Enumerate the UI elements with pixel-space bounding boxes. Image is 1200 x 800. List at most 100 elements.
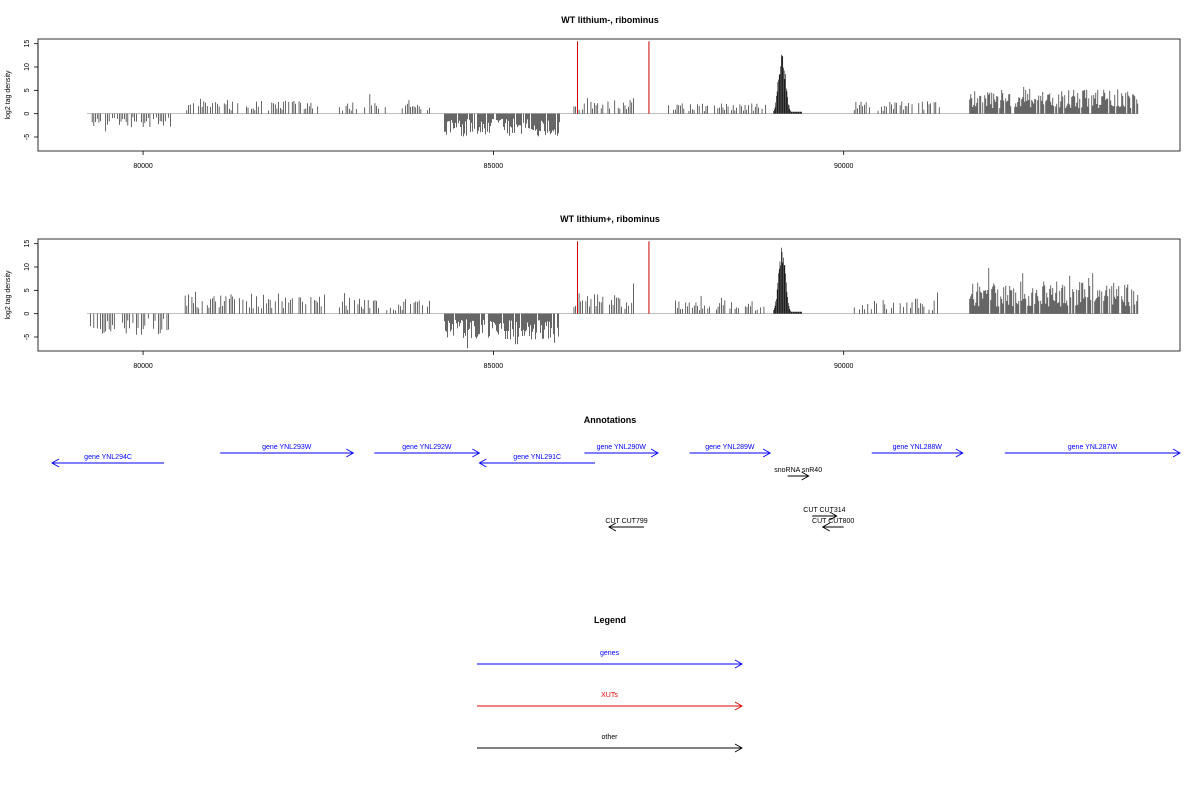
y-tick-label: 10	[24, 263, 31, 271]
feature-label: gene YNL294C	[84, 454, 132, 461]
y-axis-label: log2 tag density	[5, 70, 12, 120]
signal-segment	[969, 267, 1139, 314]
signal-segment	[668, 103, 766, 114]
annotation-feature: CUT CUT800	[812, 518, 854, 532]
feature-arrow-head	[762, 448, 772, 458]
y-tick-label: 5	[24, 88, 31, 92]
feature-arrow-head	[829, 511, 838, 521]
x-tick-label: 80000	[133, 163, 153, 170]
feature-label: gene YNL287W	[1068, 444, 1118, 451]
y-axis: -5 0 5 10 15	[24, 40, 39, 140]
signal-segment	[675, 295, 765, 314]
x-axis: 80000 85000 90000	[133, 351, 854, 370]
feature-arrow-head	[478, 458, 487, 468]
annotation-feature: gene YNL293W	[220, 444, 355, 458]
signal-segment	[184, 291, 325, 314]
annotation-feature: gene YNL288W	[871, 444, 964, 458]
y-tick-label: 0	[24, 312, 31, 316]
feature-label: CUT CUT800	[812, 518, 854, 525]
feature-arrow-head	[955, 448, 964, 458]
feature-label: gene YNL290W	[597, 444, 647, 451]
feature-label: gene YNL289W	[705, 444, 755, 451]
annotation-feature: gene YNL292W	[374, 444, 481, 458]
legend-label: other	[602, 734, 619, 741]
y-tick-label: 10	[24, 63, 31, 71]
y-tick-label: -5	[24, 334, 31, 340]
legend-label: genes	[600, 650, 620, 657]
feature-layer: gene YNL294C gene YNL293W gene YNL292W gene…	[51, 444, 1181, 532]
feature-label: gene YNL292W	[402, 444, 452, 451]
track-panel-lithium-plus: WT lithium+, ribominus log2 tag density …	[5, 214, 1181, 370]
feature-label: snoRNA snR40	[774, 467, 822, 474]
signal-segment	[573, 98, 634, 114]
annotation-feature: gene YNL287W	[1004, 444, 1181, 458]
legend-arrow-head	[734, 659, 743, 669]
annotation-feature: CUT CUT799	[605, 518, 648, 532]
legend-item: genes	[477, 650, 743, 669]
x-tick-label: 85000	[484, 163, 504, 170]
signal-segment	[338, 293, 430, 314]
annotation-feature: gene YNL290W	[584, 444, 659, 458]
feature-arrow-head	[608, 522, 617, 532]
annotation-feature: gene YNL291C	[478, 454, 595, 468]
feature-label: gene YNL291C	[513, 454, 561, 461]
y-tick-label: 0	[24, 112, 31, 116]
signal-segment	[338, 94, 430, 114]
signal-segment	[853, 292, 938, 314]
legend-title: Legend	[594, 615, 626, 625]
annotation-feature: gene YNL289W	[689, 444, 772, 458]
feature-arrow-head	[1172, 448, 1181, 458]
signal-segment	[573, 283, 634, 314]
feature-label: CUT CUT314	[803, 507, 845, 514]
y-axis: -5 0 5 10 15	[24, 240, 39, 340]
x-tick-label: 80000	[133, 363, 153, 370]
annotation-feature: gene YNL294C	[51, 454, 165, 468]
signal-segment	[186, 98, 319, 114]
annotations-title: Annotations	[584, 415, 637, 425]
signal-segment	[444, 313, 559, 349]
x-tick-label: 90000	[834, 363, 854, 370]
legend-item: other	[477, 734, 743, 753]
xut-markers	[576, 41, 650, 114]
panel-title: WT lithium-, ribominus	[561, 15, 659, 25]
panel-title: WT lithium+, ribominus	[560, 214, 660, 224]
legend: Legend genes XUTs other	[477, 615, 743, 753]
plot-frame	[37, 238, 1181, 352]
track-panel-lithium-minus: WT lithium-, ribominus log2 tag density …	[5, 15, 1181, 170]
legend-label: XUTs	[601, 692, 618, 699]
feature-arrow-head	[821, 522, 830, 532]
feature-label: gene YNL288W	[893, 444, 943, 451]
feature-arrow-head	[51, 458, 60, 468]
feature-arrow-head	[650, 448, 659, 458]
signal-segment	[91, 113, 171, 132]
signal-bars	[87, 54, 1139, 137]
annotation-feature: CUT CUT314	[803, 507, 846, 521]
feature-arrow-head	[472, 448, 481, 458]
xut-markers	[576, 241, 650, 314]
feature-label: CUT CUT799	[605, 518, 647, 525]
legend-item: XUTs	[477, 692, 743, 711]
y-tick-label: 15	[24, 40, 31, 48]
feature-arrow-head	[801, 471, 810, 481]
x-tick-label: 90000	[834, 163, 854, 170]
x-axis: 80000 85000 90000	[133, 151, 854, 170]
signal-segment	[444, 113, 560, 137]
y-tick-label: -5	[24, 134, 31, 140]
y-axis-label: log2 tag density	[5, 270, 12, 320]
legend-items: genes XUTs other	[477, 650, 743, 753]
y-tick-label: 5	[24, 288, 31, 292]
signal-segment	[90, 313, 169, 335]
feature-label: gene YNL293W	[262, 444, 312, 451]
x-tick-label: 85000	[484, 363, 504, 370]
signal-bars	[87, 247, 1139, 349]
annotation-feature: snoRNA snR40	[774, 467, 822, 481]
y-tick-label: 15	[24, 240, 31, 248]
legend-arrow-head	[734, 701, 743, 711]
feature-arrow-head	[346, 448, 355, 458]
signal-segment	[773, 247, 802, 314]
signal-segment	[773, 54, 802, 114]
signal-segment	[969, 86, 1139, 114]
legend-arrow-head	[734, 743, 743, 753]
